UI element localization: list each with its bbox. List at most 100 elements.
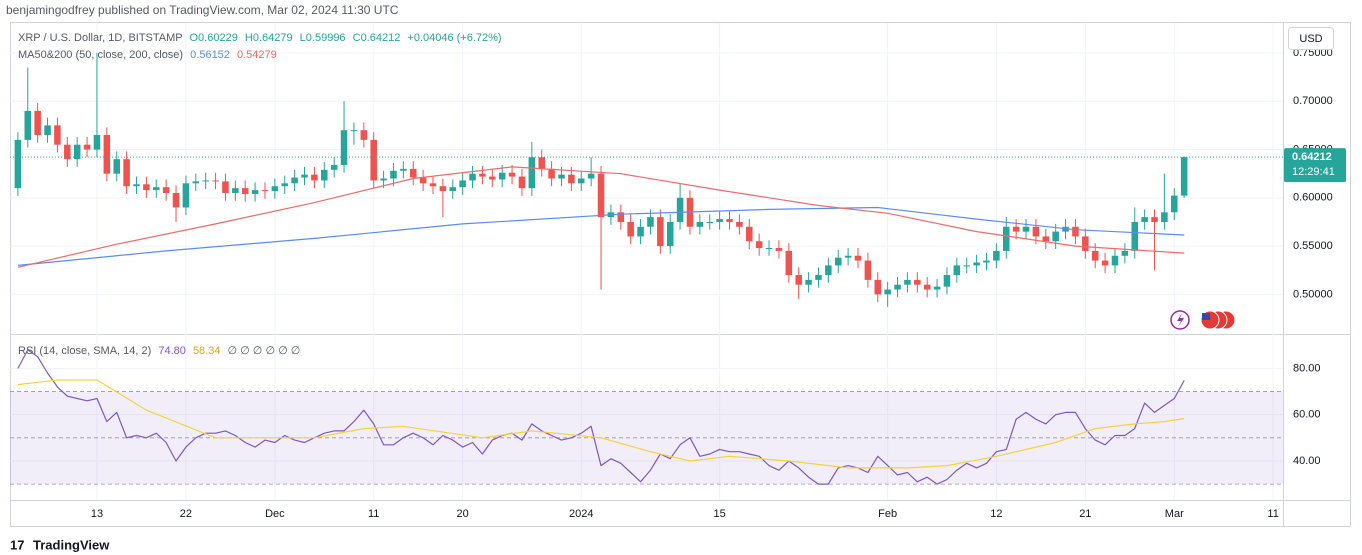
x-tick-label: 13 — [91, 508, 103, 520]
candle-body — [350, 130, 358, 132]
candle-body — [716, 219, 723, 222]
change: +0.04046 (+6.72%) — [407, 32, 501, 44]
currency[interactable]: USD — [1299, 33, 1322, 45]
candle-body — [884, 289, 891, 295]
y-tick-label: 0.55000 — [1293, 240, 1333, 252]
rsi-tick-label: 80.00 — [1293, 362, 1321, 374]
candle-body — [993, 250, 1000, 261]
candle-body — [281, 183, 289, 187]
candle-body — [755, 241, 763, 249]
candle-body — [1161, 212, 1168, 222]
candle-body — [370, 139, 377, 181]
candle-body — [222, 181, 229, 193]
rsi-pane — [10, 349, 1283, 485]
candle-body — [726, 219, 733, 222]
flag-canton — [1202, 313, 1210, 320]
x-tick-label: 20 — [457, 508, 469, 520]
rsi-signal-line — [17, 379, 1185, 469]
candle-body — [202, 180, 209, 182]
candle-body — [657, 217, 664, 247]
candle-body — [844, 255, 852, 258]
x-tick-label: Feb — [878, 508, 897, 520]
candle-body — [479, 173, 486, 177]
candle-body — [83, 144, 91, 150]
chart-icons — [1170, 310, 1236, 330]
candle-body — [123, 159, 130, 187]
candle-body — [914, 279, 921, 285]
candle-body — [152, 187, 160, 191]
ma-value: 0.56152 — [190, 49, 230, 61]
candle-body — [73, 144, 81, 160]
candle-body — [1180, 157, 1188, 196]
candle-body — [1111, 255, 1119, 266]
candle-body — [528, 157, 536, 189]
ma-legend: MA50&200 (50, close, 200, close) 0.56152… — [18, 49, 277, 61]
candle-body — [360, 130, 368, 140]
last-price-label: 0.64212 — [1292, 151, 1332, 163]
candle-body — [212, 180, 219, 182]
rsi-extra: ∅ ∅ ∅ ∅ ∅ ∅ — [228, 345, 301, 357]
candle-body — [508, 172, 516, 177]
countdown: 12:29:41 — [1292, 166, 1335, 178]
candle-body — [439, 186, 447, 192]
last-price-tag — [1284, 148, 1346, 183]
candle-body — [538, 157, 545, 169]
candle-body — [696, 221, 704, 227]
ma-value: 0.54279 — [237, 49, 277, 61]
rsi-signal-value: 58.34 — [193, 345, 221, 357]
candle-body — [172, 192, 180, 208]
x-tick-label: 2024 — [569, 508, 593, 520]
candle-body — [983, 260, 990, 263]
legend-line: XRP / U.S. Dollar, 1D, BITSTAMP O0.60229… — [18, 32, 502, 44]
candle-body — [1131, 221, 1139, 251]
candle-body — [14, 139, 22, 189]
candle-body — [785, 250, 793, 276]
candle-body — [241, 188, 249, 194]
candle-body — [874, 279, 882, 295]
candle-body — [429, 183, 437, 187]
rsi-tick-label: 40.00 — [1293, 455, 1321, 467]
candle-body — [34, 110, 41, 136]
candle-body — [825, 265, 832, 276]
low: L0.59996 — [300, 32, 346, 44]
x-tick-label: 15 — [714, 508, 726, 520]
y-tick-label: 0.70000 — [1293, 95, 1333, 107]
x-tick-label: Dec — [265, 508, 285, 520]
candle-body — [617, 212, 625, 222]
x-tick-label: 12 — [990, 508, 1002, 520]
moving-average — [17, 166, 1185, 268]
candle-body — [518, 176, 526, 189]
candle-body — [933, 286, 941, 290]
candle-body — [894, 284, 901, 290]
rsi-tick-label: 60.00 — [1293, 409, 1321, 421]
candle-body — [597, 173, 605, 218]
candle-body — [815, 275, 822, 280]
candle-body — [113, 159, 120, 174]
candle-body — [854, 255, 862, 261]
currency-button[interactable] — [1288, 27, 1334, 50]
candle-body — [1121, 250, 1129, 256]
candle-body — [1141, 217, 1148, 222]
candle-body — [311, 174, 318, 181]
candle-body — [1091, 250, 1099, 261]
brand-logo: 17 — [10, 537, 24, 552]
candle-body — [558, 174, 565, 179]
candle-body — [1151, 217, 1158, 222]
candle-body — [1052, 231, 1059, 242]
candle-body — [1101, 260, 1109, 266]
candle-body — [469, 173, 476, 181]
candle-body — [577, 178, 585, 184]
candle-body — [1171, 195, 1178, 213]
candle-body — [904, 279, 911, 285]
candle-body — [449, 187, 457, 192]
candle-body — [1002, 226, 1010, 251]
candle-body — [1022, 226, 1030, 232]
candle-body — [864, 260, 872, 280]
y-tick-label: 0.60000 — [1293, 192, 1333, 204]
candle-body — [409, 168, 417, 178]
brand: 17 TradingView — [10, 537, 110, 552]
candle-body — [64, 144, 71, 160]
candle-body — [568, 174, 575, 184]
